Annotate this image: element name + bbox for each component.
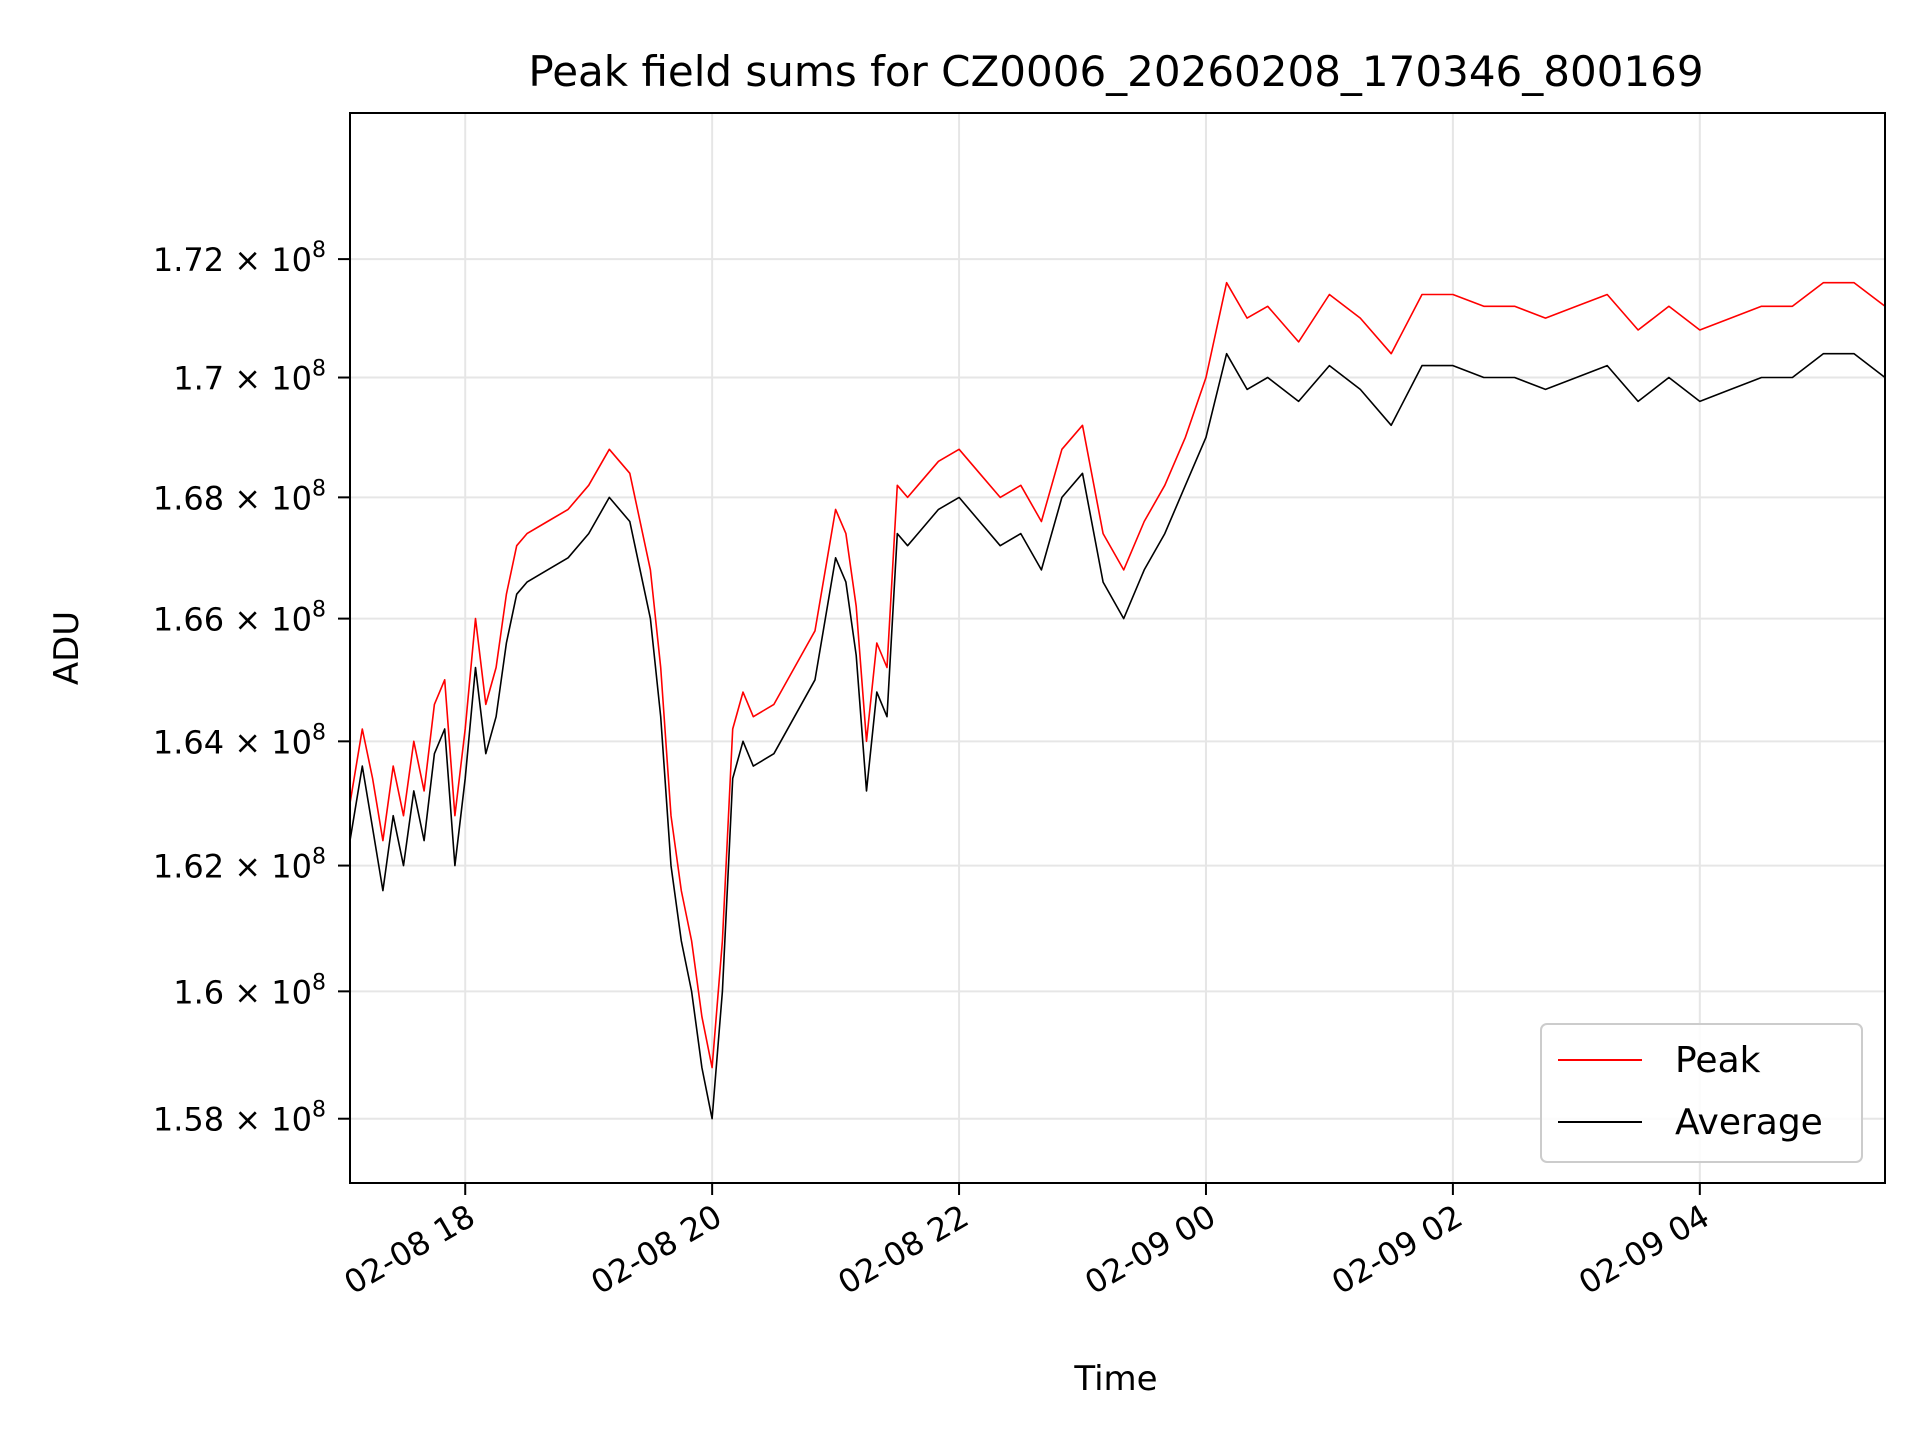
y-tick-label: 1.72 × 108	[153, 238, 326, 279]
y-tick-exponent: 8	[312, 357, 326, 382]
series-layer	[350, 281, 1885, 1120]
y-tick-exponent: 8	[312, 970, 326, 995]
y-tick-mantissa: 1.68	[153, 479, 224, 517]
chart-title: Peak field sums for CZ0006_20260208_1703…	[528, 47, 1703, 96]
y-tick-times-ten: × 10	[224, 241, 312, 279]
y-tick-exponent: 8	[312, 845, 326, 870]
y-tick-label: 1.66 × 108	[153, 598, 326, 639]
y-tick-label: 1.6 × 108	[173, 970, 326, 1011]
y-tick-exponent: 8	[312, 1098, 326, 1123]
series-line-peak	[350, 281, 1885, 1069]
y-tick-mantissa: 1.62	[153, 848, 224, 886]
y-tick-label: 1.64 × 108	[153, 720, 326, 761]
y-tick-times-ten: × 10	[224, 723, 312, 761]
y-tick-label: 1.58 × 108	[153, 1098, 326, 1139]
series-line-average	[350, 352, 1885, 1120]
y-tick-mantissa: 1.72	[153, 241, 224, 279]
y-tick-times-ten: × 10	[224, 1101, 312, 1139]
y-tick-exponent: 8	[312, 238, 326, 263]
y-tick-exponent: 8	[312, 476, 326, 501]
legend-label-peak: Peak	[1675, 1040, 1761, 1081]
y-tick-label: 1.7 × 108	[173, 357, 326, 398]
legend: Peak Average	[1540, 1023, 1863, 1163]
y-tick-exponent: 8	[312, 598, 326, 623]
y-tick-mantissa: 1.66	[153, 601, 224, 639]
y-tick-times-ten: × 10	[224, 973, 312, 1011]
y-tick-times-ten: × 10	[224, 479, 312, 517]
y-tick-mantissa: 1.64	[153, 723, 224, 761]
y-tick-times-ten: × 10	[224, 360, 312, 398]
y-tick-label: 1.68 × 108	[153, 476, 326, 517]
grid-layer	[350, 113, 1885, 1183]
y-axis-label: ADU	[47, 611, 87, 685]
y-tick-times-ten: × 10	[224, 848, 312, 886]
y-tick-mantissa: 1.58	[153, 1101, 224, 1139]
legend-label-average: Average	[1675, 1102, 1823, 1143]
y-tick-mantissa: 1.6	[173, 973, 224, 1011]
y-tick-times-ten: × 10	[224, 601, 312, 639]
y-tick-exponent: 8	[312, 720, 326, 745]
y-tick-label: 1.62 × 108	[153, 845, 326, 886]
x-axis-label: Time	[1073, 1359, 1157, 1399]
y-tick-mantissa: 1.7	[173, 360, 224, 398]
legend-box	[1540, 1023, 1863, 1163]
plot-frame	[349, 112, 1886, 1184]
